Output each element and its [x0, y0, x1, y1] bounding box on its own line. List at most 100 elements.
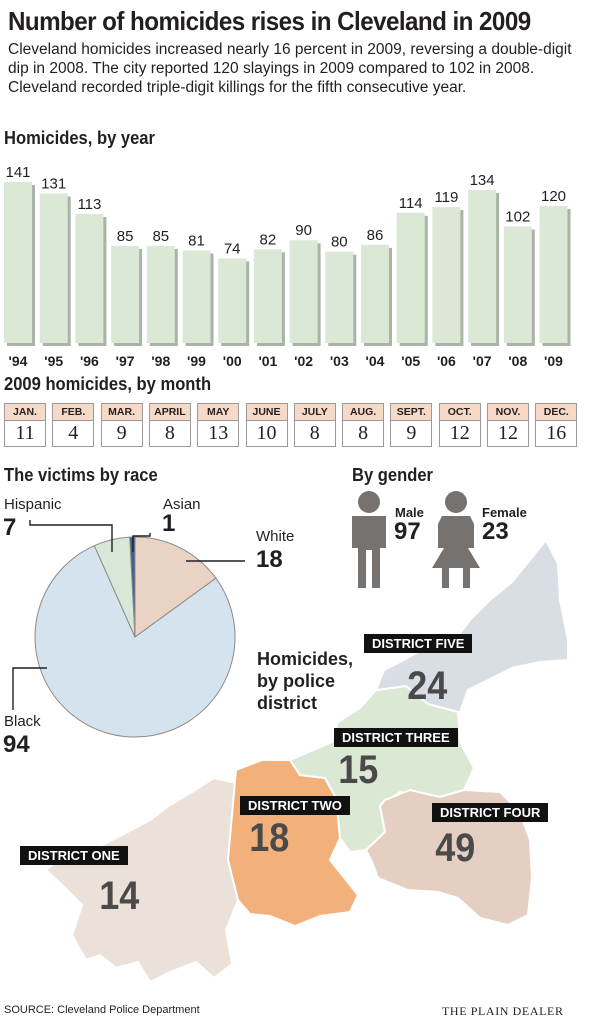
- month-cell: AUG. 8: [342, 403, 385, 447]
- district-two-label: DISTRICT TWO: [240, 796, 350, 815]
- white-value: 18: [256, 546, 283, 573]
- white-label: White: [256, 528, 295, 545]
- month-cell: MAY 13: [197, 403, 240, 447]
- year-tick-label: '05: [401, 353, 420, 369]
- bar: [218, 258, 247, 343]
- year-tick-label: '09: [544, 353, 563, 369]
- district-map: [44, 538, 569, 984]
- month-value: 10: [256, 422, 277, 444]
- yearly-bar-chart: 141 '94 131 '95 113 '96 85 '97 85 '98 81 '99 74 '00 82…: [4, 164, 571, 369]
- publisher-credit: THE PLAIN DEALER: [442, 1004, 564, 1018]
- black-value: 94: [3, 731, 30, 758]
- district-one-value: 14: [99, 874, 140, 918]
- bar-value-label: 120: [541, 188, 566, 205]
- year-tick-label: '07: [473, 353, 492, 369]
- bar: [39, 193, 68, 343]
- month-value: 12: [498, 422, 518, 444]
- district-one-label: DISTRICT ONE: [20, 846, 128, 865]
- month-name: OCT.: [439, 404, 480, 421]
- race-pie-chart: [12, 520, 245, 738]
- female-value: 23: [482, 518, 509, 545]
- bar: [289, 240, 318, 343]
- year-tick-label: '95: [44, 353, 63, 369]
- year-tick-label: '96: [80, 353, 99, 369]
- month-name: DEC.: [536, 404, 577, 421]
- month-value: 8: [164, 422, 175, 444]
- month-name: JAN.: [5, 404, 45, 421]
- month-value: 11: [15, 422, 35, 444]
- month-name: JULY: [294, 404, 335, 421]
- hispanic-label: Hispanic: [4, 496, 62, 513]
- year-tick-label: '94: [9, 353, 28, 369]
- female-label: Female: [482, 505, 527, 520]
- bar: [75, 213, 104, 343]
- month-name: MAR.: [101, 404, 142, 421]
- bar: [396, 212, 425, 343]
- bar: [361, 244, 389, 343]
- race-chart-title: The victims by race: [4, 465, 158, 485]
- bar-value-label: 86: [367, 227, 384, 244]
- bar: [253, 249, 282, 343]
- bar-value-label: 85: [117, 228, 134, 245]
- black-label: Black: [4, 713, 41, 730]
- district-two-value: 18: [249, 816, 290, 860]
- bar: [468, 189, 497, 343]
- month-cell: JULY 8: [293, 403, 336, 447]
- month-cell: JAN. 11: [4, 403, 46, 447]
- month-value: 8: [358, 422, 369, 444]
- gender-icons: [352, 491, 480, 588]
- month-cell: FEB. 4: [52, 403, 95, 447]
- male-label: Male: [395, 505, 424, 520]
- bar: [325, 251, 354, 343]
- month-cell: OCT. 12: [438, 403, 481, 447]
- year-tick-label: '99: [187, 353, 206, 369]
- bar: [146, 245, 175, 343]
- pie-slice-white: [134, 536, 217, 638]
- female-icon: [432, 491, 480, 588]
- district-three-value: 15: [338, 748, 379, 792]
- month-value: 9: [116, 422, 127, 444]
- bar-value-label: 85: [152, 228, 169, 245]
- year-tick-label: '97: [116, 353, 135, 369]
- month-cell: DEC. 16: [535, 403, 578, 447]
- month-name: SEPT.: [391, 404, 432, 421]
- yearly-chart-title: Homicides, by year: [4, 128, 155, 148]
- bar: [432, 207, 461, 343]
- bar-value-label: 80: [331, 234, 348, 251]
- year-tick-label: '04: [366, 353, 385, 369]
- district-four-value: 49: [435, 826, 476, 870]
- month-name: AUG.: [343, 404, 384, 421]
- asian-value: 1: [162, 510, 176, 537]
- month-cell: JUNE 10: [245, 403, 288, 447]
- month-value: 4: [68, 422, 79, 444]
- month-value: 16: [546, 422, 567, 444]
- month-name: FEB.: [53, 404, 94, 421]
- bar-value-label: 74: [224, 241, 241, 258]
- monthly-table-title: 2009 homicides, by month: [4, 374, 212, 394]
- bar: [111, 245, 140, 343]
- month-cell: APRIL 8: [148, 403, 191, 447]
- month-name: APRIL: [149, 404, 190, 421]
- year-tick-label: '98: [151, 353, 170, 369]
- bar-value-label: 81: [188, 233, 205, 250]
- bar-value-label: 131: [41, 175, 66, 192]
- bar-value-label: 134: [470, 172, 495, 189]
- pie-slice-black: [34, 544, 236, 738]
- bar-value-label: 90: [295, 222, 312, 239]
- year-tick-label: '03: [330, 353, 349, 369]
- month-cell: NOV. 12: [487, 403, 529, 447]
- month-value: 9: [406, 422, 417, 444]
- district-three-label: DISTRICT THREE: [334, 728, 458, 747]
- month-name: JUNE: [246, 404, 287, 421]
- gender-title: By gender: [352, 465, 433, 485]
- month-name: NOV.: [488, 404, 528, 421]
- asian-label: Asian: [163, 496, 201, 513]
- bar: [503, 226, 532, 343]
- bar-value-label: 113: [77, 196, 101, 213]
- district-one-shape: [44, 776, 240, 984]
- month-cell: SEPT. 9: [390, 403, 433, 447]
- hispanic-value: 7: [3, 514, 17, 541]
- district-five-label: DISTRICT FIVE: [364, 634, 473, 653]
- bar: [539, 205, 568, 343]
- bar: [4, 182, 32, 343]
